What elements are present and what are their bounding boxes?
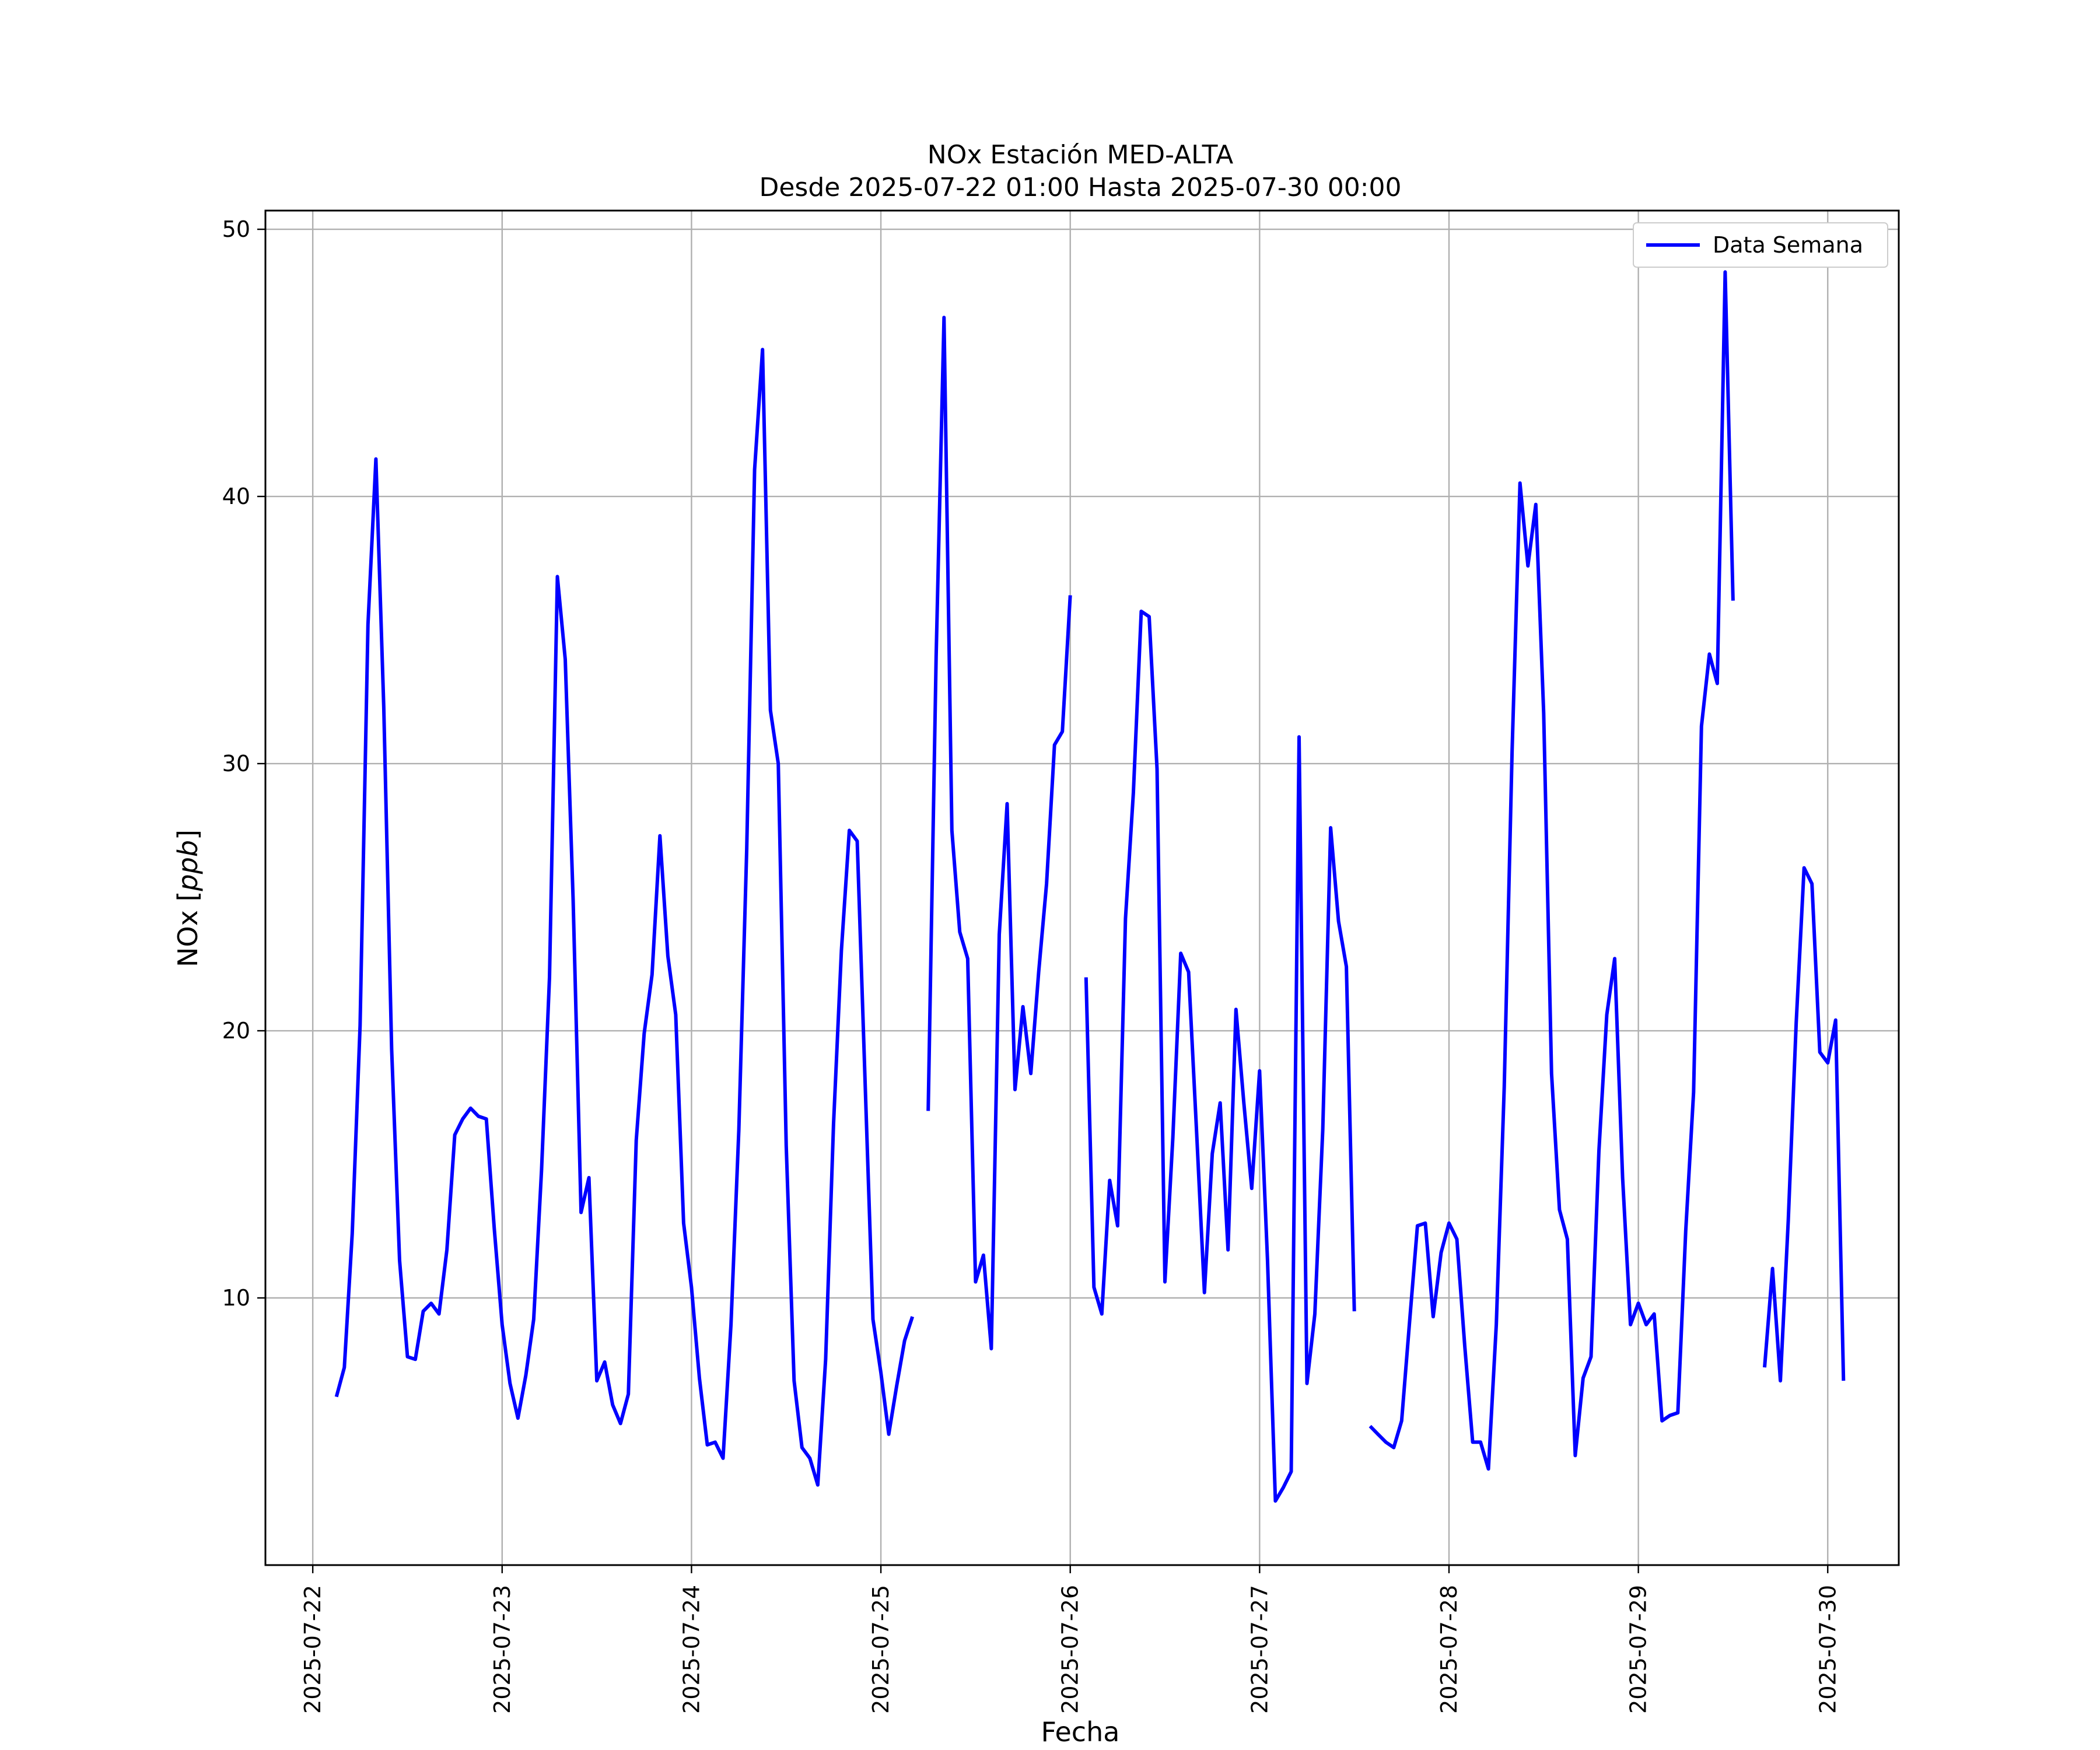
- x-tick-label: 2025-07-22: [300, 1585, 326, 1714]
- y-axis-label-unit: ppb: [172, 840, 204, 892]
- legend: Data Semana: [1633, 222, 1888, 268]
- x-tick-label: 2025-07-27: [1247, 1585, 1272, 1714]
- series-line: [1084, 610, 1356, 1503]
- y-tick-label: 50: [222, 216, 250, 242]
- x-tick-label: 2025-07-24: [678, 1585, 704, 1714]
- x-tick-label: 2025-07-28: [1436, 1585, 1462, 1714]
- chart-subtitle: Desde 2025-07-22 01:00 Hasta 2025-07-30 …: [759, 173, 1401, 202]
- y-tick-label: 20: [222, 1018, 250, 1044]
- x-tick-label: 2025-07-23: [489, 1585, 515, 1714]
- legend-box: [1633, 222, 1888, 268]
- grid-lines: [265, 211, 1899, 1565]
- series-layer: [334, 270, 1846, 1503]
- x-tick-label: 2025-07-25: [868, 1585, 894, 1714]
- legend-label: Data Semana: [1713, 232, 1863, 258]
- y-axis-label-close: ]: [172, 830, 204, 840]
- series-line: [334, 348, 915, 1487]
- y-tick-label: 40: [222, 484, 250, 509]
- plot-frame: [264, 209, 1900, 1566]
- series-line: [1763, 866, 1846, 1382]
- series-line: [1368, 270, 1735, 1471]
- y-axis-label-text: NOx [: [172, 891, 204, 967]
- x-tick-label: 2025-07-26: [1058, 1585, 1083, 1714]
- x-axis-label: Fecha: [1041, 1716, 1120, 1748]
- axis-ticks: 2025-07-22 2025-07-23 2025-07-24 2025-07-25…: [222, 216, 1841, 1714]
- x-tick-label: 2025-07-30: [1815, 1585, 1840, 1714]
- y-axis-label: NOx [ppb]: [172, 830, 204, 967]
- chart-title: NOx Estación MED-ALTA: [928, 140, 1233, 170]
- series-line: [926, 316, 1072, 1350]
- x-tick-label: 2025-07-29: [1626, 1585, 1651, 1714]
- y-tick-label: 30: [222, 751, 250, 776]
- y-tick-label: 10: [222, 1285, 250, 1311]
